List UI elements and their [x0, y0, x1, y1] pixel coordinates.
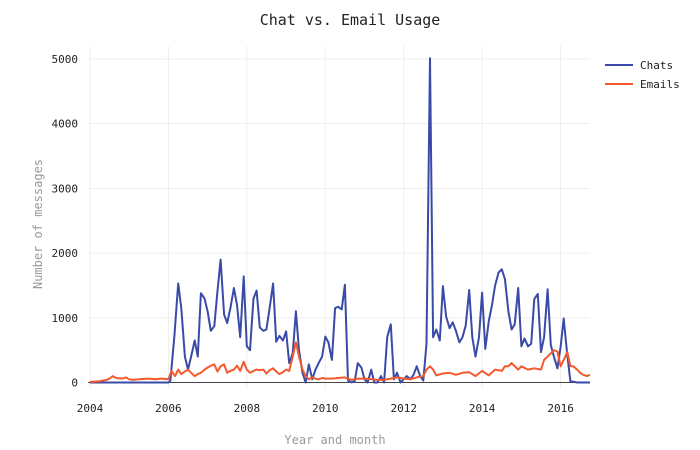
series-line-emails[interactable] — [89, 341, 591, 383]
legend-label: Chats — [640, 59, 673, 72]
x-tick-label: 2014 — [469, 402, 496, 415]
series-line-chats[interactable] — [90, 57, 590, 384]
y-tick-label: 5000 — [52, 53, 79, 66]
x-tick-label: 2004 — [77, 402, 104, 415]
x-tick-label: 2012 — [390, 402, 417, 415]
y-tick-label: 4000 — [52, 118, 79, 131]
grid-lines — [88, 46, 590, 389]
legend-item-chats[interactable]: Chats — [605, 59, 673, 72]
legend-label: Emails — [640, 78, 680, 91]
x-tick-label: 2008 — [234, 402, 261, 415]
legend-item-emails[interactable]: Emails — [605, 78, 680, 91]
series-lines — [89, 57, 591, 384]
x-tick-label: 2006 — [155, 402, 182, 415]
legend[interactable]: Chats Emails — [605, 59, 680, 91]
y-tick-label: 2000 — [52, 247, 79, 260]
x-tick-label: 2016 — [547, 402, 574, 415]
y-axis-ticks: 0 1000 2000 3000 4000 5000 — [52, 53, 79, 390]
x-axis-title: Year and month — [284, 433, 385, 447]
y-tick-label: 1000 — [52, 312, 79, 325]
x-tick-label: 2010 — [312, 402, 339, 415]
x-axis-ticks: 2004 2006 2008 2010 2012 2014 2016 — [77, 402, 574, 415]
y-tick-label: 0 — [71, 377, 78, 390]
y-axis-title: Number of messages — [31, 159, 45, 289]
chart-title: Chat vs. Email Usage — [260, 11, 441, 29]
y-tick-label: 3000 — [52, 182, 79, 195]
